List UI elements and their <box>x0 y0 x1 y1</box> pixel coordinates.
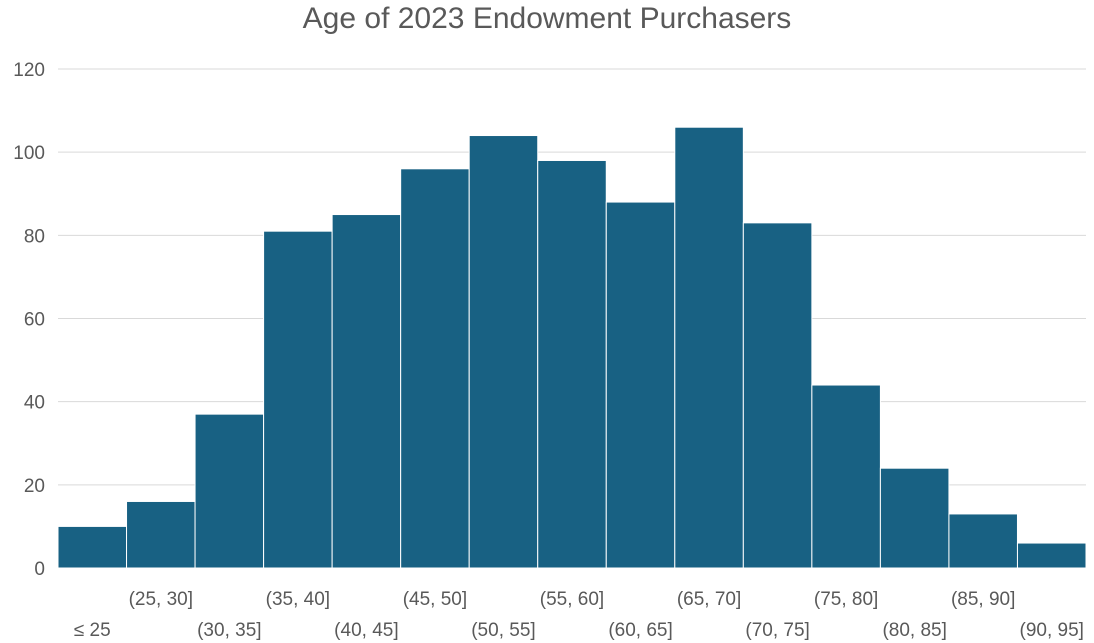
x-tick-label: (25, 30] <box>129 589 193 610</box>
y-tick-label: 60 <box>24 310 45 331</box>
y-tick-label: 120 <box>13 60 45 81</box>
bar <box>194 413 265 569</box>
x-tick-label: (90, 95] <box>1020 620 1084 641</box>
bar <box>1016 542 1087 569</box>
x-tick-label: (65, 70] <box>677 589 741 610</box>
x-tick-label: (75, 80] <box>814 589 878 610</box>
x-tick-label: (85, 90] <box>951 589 1015 610</box>
bar <box>674 126 744 569</box>
bar <box>468 135 539 569</box>
bar <box>263 230 333 569</box>
y-tick-label: 100 <box>13 143 45 164</box>
y-tick-label: 40 <box>24 393 45 414</box>
x-tick-label: (45, 50] <box>403 589 467 610</box>
y-tick-label: 20 <box>24 476 45 497</box>
x-tick-label: (30, 35] <box>197 620 261 641</box>
y-tick-label: 80 <box>24 226 45 247</box>
x-tick-label: (55, 60] <box>540 589 604 610</box>
bar <box>879 467 950 569</box>
x-tick-label: (80, 85] <box>882 620 946 641</box>
bars <box>57 126 1087 569</box>
bar <box>742 222 813 569</box>
y-tick-label: 0 <box>34 559 45 580</box>
bar <box>537 159 607 569</box>
x-tick-label: (70, 75] <box>745 620 809 641</box>
chart-title: Age of 2023 Endowment Purchasers <box>302 2 792 35</box>
x-axis-ticks: ≤ 25 (25, 30](30, 35](35, 40](40, 45](45,… <box>74 589 1084 641</box>
x-tick-label: (40, 45] <box>334 620 398 641</box>
bar <box>948 513 1018 569</box>
bar <box>400 168 470 569</box>
bar <box>605 201 676 569</box>
x-tick-label: ≤ 25 <box>74 620 111 641</box>
x-tick-label: (35, 40] <box>266 589 330 610</box>
bar <box>811 384 881 569</box>
x-tick-label: (60, 65] <box>608 620 672 641</box>
bar <box>331 214 402 569</box>
bar <box>126 500 196 569</box>
bar <box>57 525 128 569</box>
y-axis-ticks: 0 20 40 60 80 100 120 <box>13 60 45 580</box>
x-tick-label: (50, 55] <box>471 620 535 641</box>
